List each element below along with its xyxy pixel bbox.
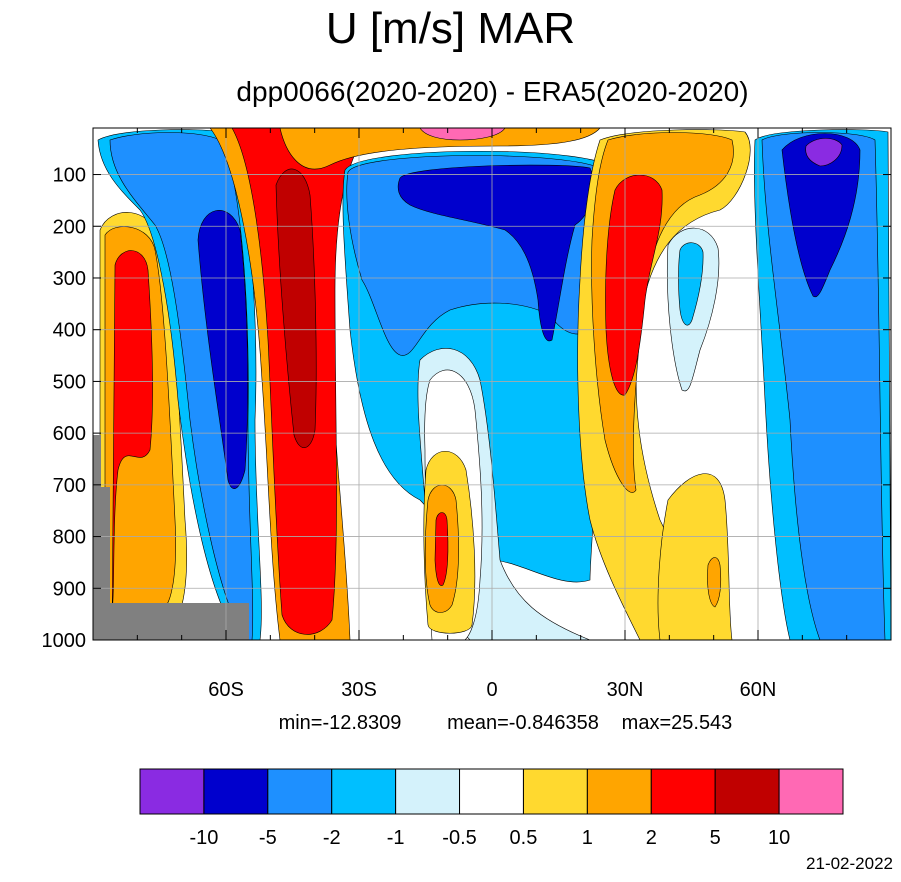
colorbar-box: [203, 768, 269, 815]
x-tick-label: 60S: [208, 679, 244, 701]
colorbar-label: -10: [189, 827, 218, 849]
contour-eq-red: [434, 512, 449, 586]
y-tick-label: 100: [53, 165, 86, 187]
date-stamp: 21-02-2022: [806, 854, 893, 873]
axis-ticks: [93, 128, 891, 641]
x-tick-label: 30S: [341, 679, 377, 701]
contour-top-orange: [279, 128, 601, 170]
y-tick-label: 600: [53, 423, 86, 445]
colorbar-box: [331, 768, 397, 815]
y-axis: 100 200 300 400 500 600 700 800 900 1000: [42, 165, 87, 652]
contour-top-pink: [419, 128, 506, 141]
colorbar-box: [522, 768, 588, 815]
y-tick-label: 800: [53, 527, 86, 549]
y-tick-label: 200: [53, 216, 86, 238]
contour-nh-lightblue: [678, 242, 704, 326]
chart-subtitle: dpp0066(2020-2020) - ERA5(2020-2020): [236, 76, 749, 107]
colorbar-box: [139, 768, 205, 815]
colorbar-label: 0.5: [510, 827, 538, 849]
contour-nh-lowyellow: [657, 473, 733, 640]
contour-nh-loworange: [707, 557, 722, 608]
colorbar-box: [714, 768, 780, 815]
colorbar-box: [778, 768, 844, 815]
contour-nh-purple: [805, 138, 843, 167]
colorbar-label: 1: [582, 827, 593, 849]
colorbar-label: -5: [259, 827, 277, 849]
colorbar-label: 2: [646, 827, 657, 849]
mean-stat: mean=-0.846358: [447, 712, 599, 734]
colorbar-box: [650, 768, 716, 815]
missing-data-mask: [93, 435, 249, 640]
min-stat: min=-12.8309: [279, 712, 402, 734]
colorbar-label: -0.5: [442, 827, 476, 849]
contour-trop-darkblue: [397, 164, 595, 342]
colorbar-box: [586, 768, 652, 815]
colorbar-label: -2: [323, 827, 341, 849]
x-tick-label: 30N: [607, 679, 644, 701]
y-tick-label: 500: [53, 371, 86, 393]
colorbar-label: 10: [768, 827, 790, 849]
colorbar-label: 5: [710, 827, 721, 849]
contour-sh-red: [111, 250, 153, 640]
contour-30s-darkred: [275, 168, 317, 448]
colorbar-box: [395, 768, 461, 815]
max-stat: max=25.543: [622, 712, 733, 734]
x-axis: 60S 30S 0 30N 60N: [208, 679, 776, 701]
colorbar-box: [459, 768, 524, 815]
chart-title: U [m/s] MAR: [325, 4, 576, 53]
y-tick-label: 1000: [42, 630, 87, 652]
colorbar-box: [267, 768, 333, 815]
x-tick-label: 60N: [740, 679, 777, 701]
y-tick-label: 400: [53, 320, 86, 342]
colorbar-label: -1: [387, 827, 405, 849]
y-tick-label: 900: [53, 578, 86, 600]
y-tick-label: 700: [53, 475, 86, 497]
grid-lines: [93, 128, 891, 640]
x-tick-label: 0: [486, 679, 497, 701]
contour-30n-red: [605, 174, 663, 396]
colorbar: -10 -5 -2 -1 -0.5 0.5 1 2 5 10: [139, 768, 844, 849]
y-tick-label: 300: [53, 268, 86, 290]
